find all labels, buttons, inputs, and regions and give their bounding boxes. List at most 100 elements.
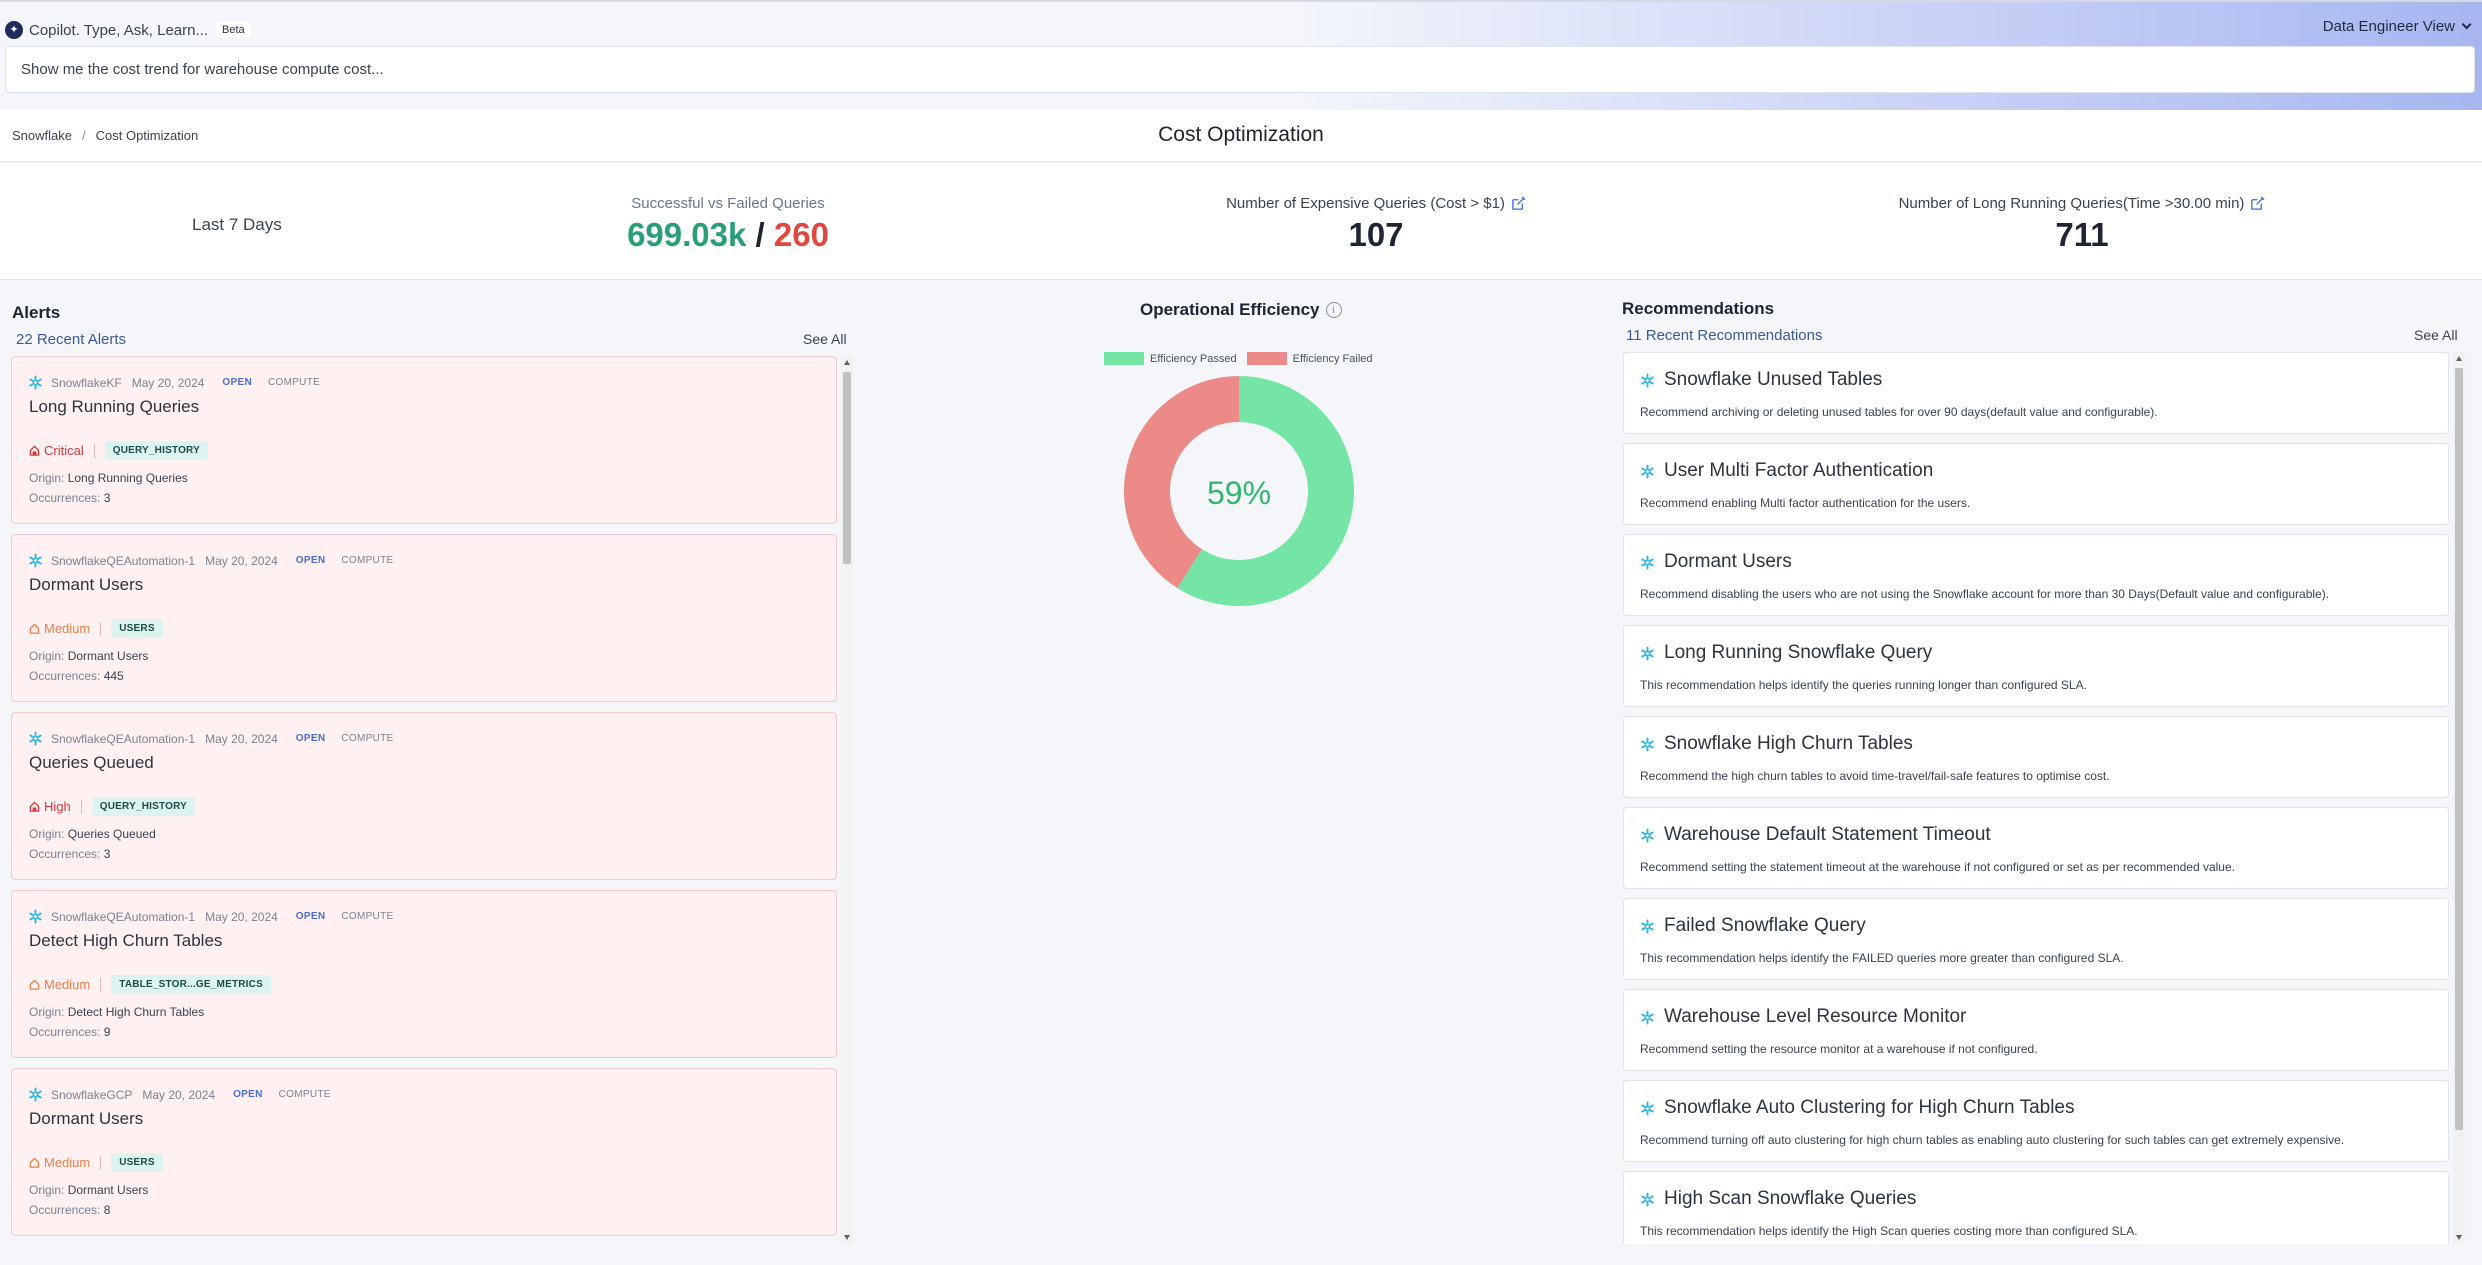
alert-title[interactable]: Long Running Queries — [29, 397, 200, 416]
alert-tag: USERS — [111, 1153, 163, 1172]
recommendations-title: Recommendations — [1622, 299, 1775, 318]
recommendation-title-text: High Scan Snowflake Queries — [1664, 1188, 1917, 1209]
alert-tag: TABLE_STOR...GE_METRICS — [111, 975, 271, 994]
alert-occurrences: Occurrences: 3 — [29, 847, 110, 861]
alerts-see-all-link[interactable]: See All — [803, 331, 847, 347]
alert-severity-label: Critical — [44, 443, 84, 458]
recommendation-description: Recommend disabling the users who are no… — [1640, 587, 2330, 601]
recommendation-card[interactable]: Warehouse Default Statement Timeout Recom… — [1623, 807, 2449, 889]
recommendation-card[interactable]: Dormant Users Recommend disabling the use… — [1623, 534, 2449, 616]
recommendation-description: Recommend archiving or deleting unused t… — [1640, 405, 2158, 419]
recommendation-card[interactable]: Snowflake Auto Clustering for High Churn… — [1623, 1080, 2449, 1162]
recommendation-card[interactable]: Snowflake High Churn Tables Recommend the… — [1623, 716, 2449, 798]
severity-divider — [80, 799, 82, 814]
copilot-bar: ✦ Copilot. Type, Ask, Learn... Beta Data… — [0, 0, 2482, 110]
alert-occurrences: Occurrences: 445 — [29, 669, 124, 683]
alerts-list[interactable]: SnowflakeKF May 20, 2024 OPEN COMPUTE Long R… — [10, 356, 854, 1244]
recommendations-list[interactable]: Snowflake Unused Tables Recommend archivi… — [1622, 352, 2466, 1244]
successful-queries-value: 699.03k — [627, 216, 747, 253]
alert-severity-label: High — [44, 799, 71, 814]
recommendation-card[interactable]: Failed Snowflake Query This recommendatio… — [1623, 898, 2449, 980]
recommendation-title: Warehouse Level Resource Monitor — [1640, 1006, 1966, 1028]
efficiency-title: Operational Efficiency i — [1140, 300, 1342, 320]
recommendation-title-text: Warehouse Level Resource Monitor — [1664, 1006, 1967, 1027]
scroll-up-arrow-icon[interactable] — [2456, 356, 2462, 361]
alert-severity: Medium — [29, 977, 102, 992]
recommendations-see-all-link[interactable]: See All — [2414, 327, 2458, 343]
view-selector[interactable]: Data Engineer View — [2323, 18, 2472, 35]
scroll-up-arrow-icon[interactable] — [844, 360, 850, 365]
snowflake-icon — [1641, 1191, 1654, 1207]
scroll-down-arrow-icon[interactable] — [844, 1235, 850, 1240]
recommendation-description: This recommendation helps identify the F… — [1640, 951, 2124, 965]
edit-icon[interactable] — [2250, 196, 2265, 211]
failed-queries-value: 260 — [773, 216, 829, 253]
alert-tags: Medium USERS — [29, 619, 163, 638]
alerts-scroll-thumb[interactable] — [843, 372, 851, 564]
recommendations-scroll-thumb[interactable] — [2455, 368, 2463, 1130]
alert-date: May 20, 2024 — [142, 1087, 216, 1102]
recommendations-count: 11 Recent Recommendations — [1626, 327, 1823, 344]
severity-icon — [29, 801, 40, 812]
metrics-row: Last 7 Days Successful vs Failed Queries… — [0, 163, 2482, 280]
breadcrumb-root[interactable]: Snowflake — [12, 128, 72, 143]
severity-icon — [29, 979, 40, 990]
recommendations-scrollbar[interactable] — [2453, 352, 2465, 1244]
alert-severity-label: Medium — [44, 977, 91, 992]
alert-occurrences-key: Occurrences: — [29, 847, 101, 861]
legend-failed[interactable]: Efficiency Failed — [1246, 352, 1373, 365]
alert-origin: Origin: Dormant Users — [29, 1183, 148, 1197]
queries-metric-label: Successful vs Failed Queries — [631, 195, 825, 212]
scroll-down-arrow-icon[interactable] — [2456, 1235, 2462, 1240]
page-title: Cost Optimization — [1158, 123, 1324, 146]
recommendation-card[interactable]: High Scan Snowflake Queries This recommen… — [1623, 1171, 2449, 1244]
severity-divider — [100, 621, 102, 636]
info-icon[interactable]: i — [1325, 302, 1342, 318]
alerts-scrollbar[interactable] — [841, 356, 853, 1244]
recommendation-card[interactable]: User Multi Factor Authentication Recommen… — [1623, 443, 2449, 525]
donut-slice-passed[interactable] — [1177, 376, 1354, 606]
alert-occurrences-key: Occurrences: — [29, 669, 101, 683]
snowflake-icon — [1641, 554, 1654, 570]
alert-card[interactable]: SnowflakeQEAutomation-1 May 20, 2024 OPEN C… — [11, 712, 837, 880]
edit-icon[interactable] — [1511, 196, 1526, 211]
alert-title[interactable]: Dormant Users — [29, 1109, 144, 1128]
severity-icon — [29, 623, 40, 634]
alert-origin-key: Origin: — [29, 649, 65, 663]
alert-tag: USERS — [111, 619, 163, 638]
alert-severity-label: Medium — [44, 1155, 91, 1170]
alert-card[interactable]: SnowflakeQEAutomation-1 May 20, 2024 OPEN C… — [11, 534, 837, 702]
recommendation-card[interactable]: Snowflake Unused Tables Recommend archivi… — [1623, 352, 2449, 434]
alert-tags: Medium TABLE_STOR...GE_METRICS — [29, 975, 271, 994]
alert-date: May 20, 2024 — [205, 731, 278, 746]
alert-title[interactable]: Detect High Churn Tables — [29, 931, 223, 950]
donut-slice-failed[interactable] — [1124, 376, 1239, 589]
alert-occurrences-value: 9 — [103, 1025, 111, 1039]
alert-status: OPEN — [233, 1089, 263, 1100]
alert-severity: Critical — [29, 443, 95, 458]
alert-date: May 20, 2024 — [205, 909, 278, 924]
alert-occurrences-key: Occurrences: — [29, 1025, 101, 1039]
recommendation-title: High Scan Snowflake Queries — [1640, 1188, 1916, 1210]
alert-card[interactable]: SnowflakeGCP May 20, 2024 OPEN COMPUTE Dorma… — [11, 1068, 837, 1236]
long-running-queries-metric: Number of Long Running Queries(Time >30.… — [1882, 195, 2282, 254]
recommendation-description: Recommend the high churn tables to avoid… — [1640, 769, 2110, 783]
legend-passed[interactable]: Efficiency Passed — [1104, 352, 1237, 365]
snowflake-icon — [29, 375, 42, 390]
alert-date: May 20, 2024 — [205, 553, 278, 568]
alert-meta: SnowflakeQEAutomation-1 May 20, 2024 OPEN C… — [28, 731, 393, 746]
snowflake-icon — [1641, 1009, 1654, 1025]
date-range-selector[interactable]: Last 7 Days — [192, 215, 282, 234]
snowflake-icon — [1641, 372, 1654, 388]
recommendation-title-text: Failed Snowflake Query — [1664, 915, 1866, 936]
alert-title[interactable]: Queries Queued — [29, 753, 154, 772]
alert-card[interactable]: SnowflakeKF May 20, 2024 OPEN COMPUTE Long R… — [11, 356, 837, 524]
copilot-input[interactable] — [5, 46, 2475, 93]
recommendation-card[interactable]: Warehouse Level Resource Monitor Recommen… — [1623, 989, 2449, 1071]
recommendation-card[interactable]: Long Running Snowflake Query This recomme… — [1623, 625, 2449, 707]
snowflake-icon — [29, 731, 42, 746]
alert-origin-key: Origin: — [29, 1183, 65, 1197]
alert-card[interactable]: SnowflakeQEAutomation-1 May 20, 2024 OPEN C… — [11, 890, 837, 1058]
alert-occurrences-value: 3 — [103, 491, 111, 505]
alert-title[interactable]: Dormant Users — [29, 575, 144, 594]
